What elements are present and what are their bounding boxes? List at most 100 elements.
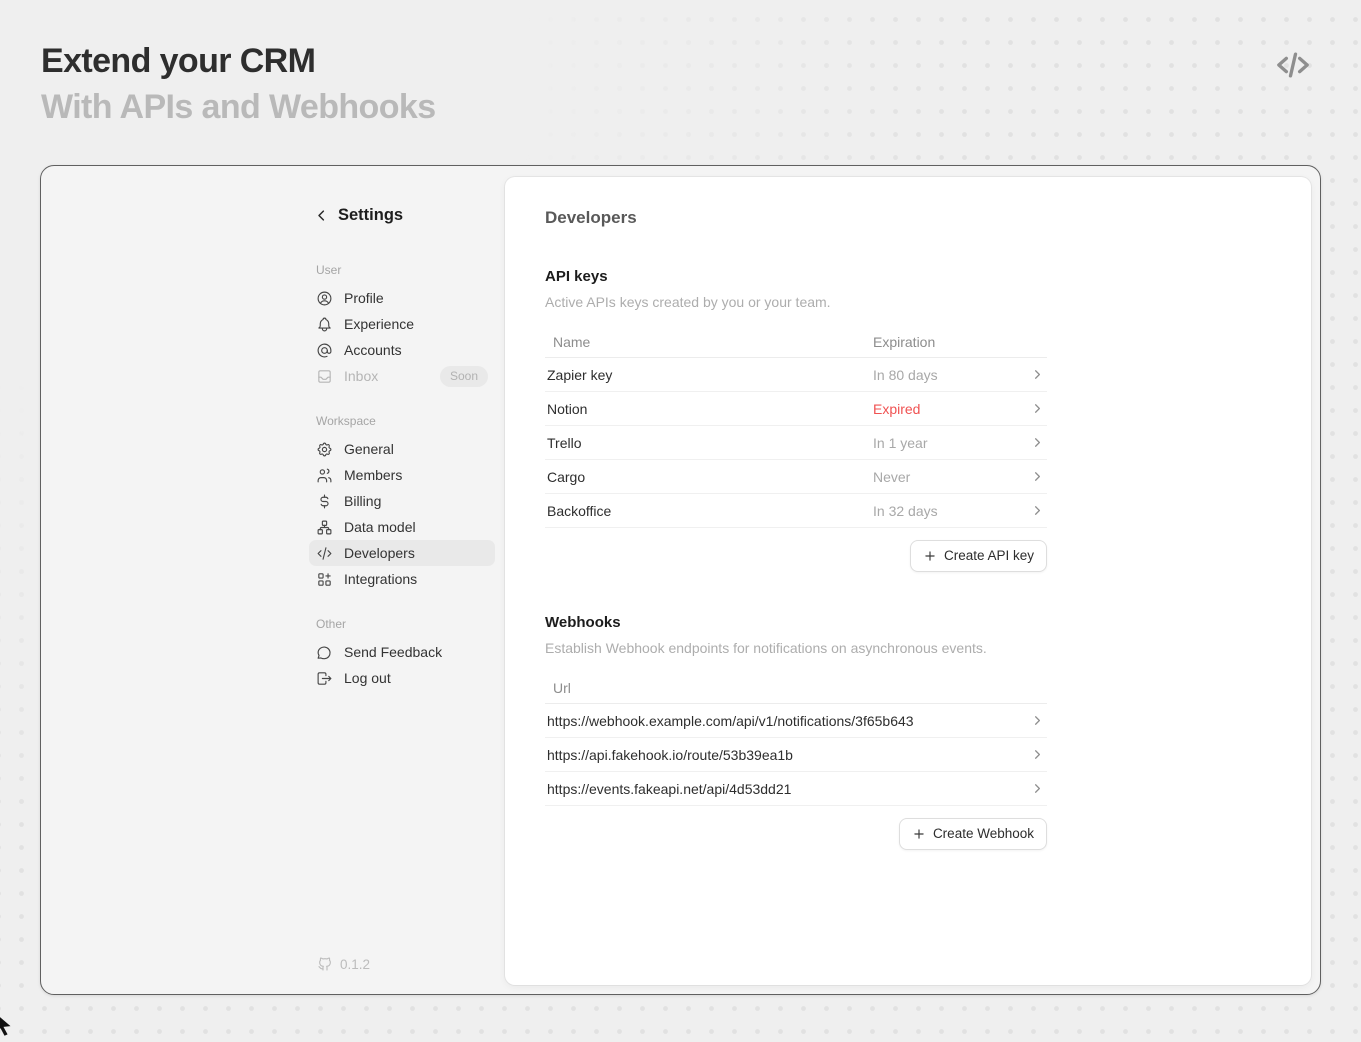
settings-back-button[interactable]: Settings <box>312 206 492 225</box>
chevron-right-icon <box>1023 781 1045 796</box>
sidebar-item-send-feedback[interactable]: Send Feedback <box>309 639 495 665</box>
api-key-name: Backoffice <box>547 502 612 519</box>
inbox-icon <box>316 368 333 385</box>
api-key-row-trello[interactable]: Trello In 1 year <box>545 426 1047 460</box>
at-sign-icon <box>316 342 333 359</box>
api-key-expiration: In 80 days <box>873 366 938 383</box>
user-circle-icon <box>316 290 333 307</box>
chevron-right-icon <box>1023 401 1045 416</box>
code-icon <box>1273 45 1313 85</box>
sidebar-item-accounts[interactable]: Accounts <box>309 337 495 363</box>
chevron-right-icon <box>1023 713 1045 728</box>
webhooks-heading: Webhooks <box>545 614 621 631</box>
sidebar-section-label: Other <box>316 617 347 631</box>
api-key-row-backoffice[interactable]: Backoffice In 32 days <box>545 494 1047 528</box>
sidebar-item-label: Send Feedback <box>344 644 443 660</box>
api-key-name: Notion <box>547 400 588 417</box>
api-key-expiration: In 1 year <box>873 434 928 451</box>
column-header-name: Name <box>553 334 591 350</box>
sidebar-item-label: Inbox <box>344 368 379 384</box>
dollar-icon <box>316 493 333 510</box>
api-keys-table-header: Name Expiration <box>545 327 1047 358</box>
sidebar-item-label: General <box>344 441 394 457</box>
chevron-left-icon <box>314 208 329 223</box>
create-api-key-label: Create API key <box>943 548 1034 563</box>
sidebar-item-experience[interactable]: Experience <box>309 311 495 337</box>
settings-card: Settings User Profile Experience Account… <box>40 165 1321 995</box>
page-title: Extend your CRM <box>41 42 316 80</box>
webhooks-table-header: Url <box>545 673 1047 704</box>
sidebar-item-integrations[interactable]: Integrations <box>309 566 495 592</box>
sidebar-item-label: Profile <box>344 290 384 306</box>
api-key-expiration: Never <box>873 468 911 485</box>
api-key-row-notion[interactable]: Notion Expired <box>545 392 1047 426</box>
webhooks-table: Url https://webhook.example.com/api/v1/n… <box>545 673 1047 806</box>
api-key-row-cargo[interactable]: Cargo Never <box>545 460 1047 494</box>
chevron-right-icon <box>1023 435 1045 450</box>
sidebar-section-other: Other Send Feedback Log out <box>312 617 492 691</box>
chevron-right-icon <box>1023 747 1045 762</box>
sidebar-section-user: User Profile Experience Accounts Inbox S… <box>312 263 492 389</box>
api-key-row-zapier-key[interactable]: Zapier key In 80 days <box>545 358 1047 392</box>
app-version: 0.1.2 <box>317 956 370 972</box>
webhooks-section: Webhooks Establish Webhook endpoints for… <box>545 614 1047 850</box>
soon-badge: Soon <box>439 365 488 387</box>
sidebar-item-billing[interactable]: Billing <box>309 488 495 514</box>
sidebar-item-inbox: Inbox Soon <box>309 363 495 389</box>
sidebar-item-label: Accounts <box>344 342 402 358</box>
sidebar-section-label: Workspace <box>316 414 376 428</box>
api-keys-section: API keys Active APIs keys created by you… <box>545 268 1047 572</box>
settings-sidebar: Settings User Profile Experience Account… <box>309 206 495 972</box>
api-key-expiration: Expired <box>873 400 921 417</box>
sidebar-item-general[interactable]: General <box>309 436 495 462</box>
chevron-right-icon <box>1023 367 1045 382</box>
users-icon <box>316 467 333 484</box>
sidebar-section-workspace: Workspace General Members Billing Data m… <box>309 414 495 592</box>
sidebar-item-label: Developers <box>344 545 415 561</box>
code-icon <box>316 545 333 562</box>
plus-icon <box>912 827 926 841</box>
sidebar-item-label: Billing <box>344 493 382 509</box>
create-api-key-button[interactable]: Create API key <box>909 540 1047 572</box>
create-webhook-label: Create Webhook <box>932 826 1034 841</box>
sidebar-item-label: Members <box>344 467 403 483</box>
api-key-name: Zapier key <box>547 366 613 383</box>
feedback-icon <box>316 644 333 661</box>
mouse-cursor <box>0 1011 17 1037</box>
version-number: 0.1.2 <box>340 956 371 972</box>
api-keys-table: Name Expiration Zapier key In 80 days No… <box>545 327 1047 528</box>
chevron-right-icon <box>1023 469 1045 484</box>
sidebar-item-profile[interactable]: Profile <box>309 285 495 311</box>
api-keys-heading: API keys <box>545 268 608 285</box>
webhook-url: https://api.fakehook.io/route/53b39ea1b <box>547 746 793 763</box>
sidebar-item-members[interactable]: Members <box>309 462 495 488</box>
column-header-expiration: Expiration <box>873 334 936 350</box>
settings-title: Settings <box>338 206 404 224</box>
column-header-url: Url <box>553 680 571 696</box>
webhook-row[interactable]: https://webhook.example.com/api/v1/notif… <box>545 704 1047 738</box>
data-model-icon <box>316 519 333 536</box>
sidebar-item-developers[interactable]: Developers <box>309 540 495 566</box>
plus-icon <box>923 549 937 563</box>
panel-title: Developers <box>545 208 637 227</box>
webhook-url: https://webhook.example.com/api/v1/notif… <box>547 712 914 729</box>
api-key-name: Cargo <box>547 468 586 485</box>
developers-panel: Developers API keys Active APIs keys cre… <box>505 177 1311 985</box>
integrations-icon <box>316 571 333 588</box>
webhook-url: https://events.fakeapi.net/api/4d53dd21 <box>547 780 792 797</box>
sidebar-item-log-out[interactable]: Log out <box>309 665 495 691</box>
sidebar-item-label: Integrations <box>344 571 418 587</box>
github-icon <box>317 956 333 972</box>
webhooks-description: Establish Webhook endpoints for notifica… <box>545 640 987 656</box>
sidebar-item-data-model[interactable]: Data model <box>309 514 495 540</box>
api-keys-description: Active APIs keys created by you or your … <box>545 294 831 310</box>
sidebar-item-label: Data model <box>344 519 416 535</box>
bell-icon <box>316 316 333 333</box>
create-webhook-button[interactable]: Create Webhook <box>898 818 1047 850</box>
page-subtitle: With APIs and Webhooks <box>41 88 436 126</box>
api-key-name: Trello <box>547 434 582 451</box>
webhook-row[interactable]: https://events.fakeapi.net/api/4d53dd21 <box>545 772 1047 806</box>
webhook-row[interactable]: https://api.fakehook.io/route/53b39ea1b <box>545 738 1047 772</box>
sidebar-section-label: User <box>316 263 342 277</box>
chevron-right-icon <box>1023 503 1045 518</box>
